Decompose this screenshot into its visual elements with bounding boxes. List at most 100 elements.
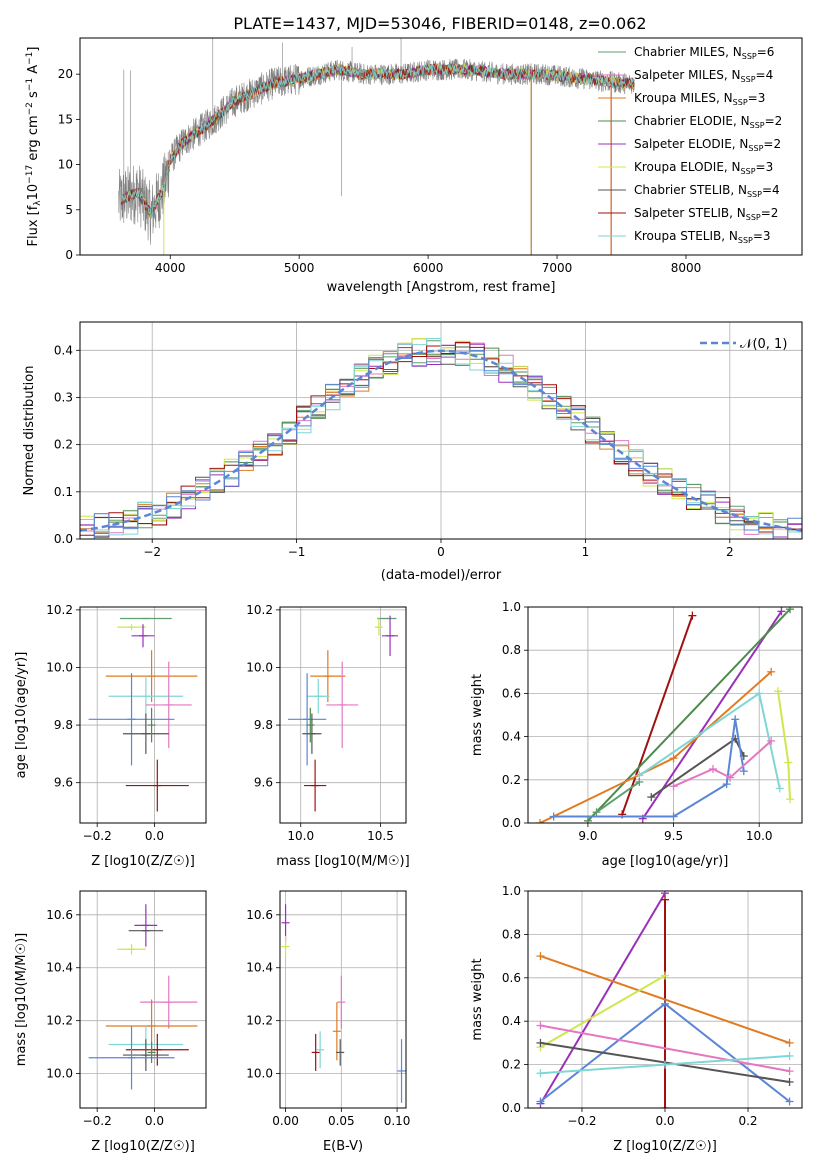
y-tick-label: 0.4 [502,1014,521,1028]
x-axis-label: wavelength [Angstrom, rest frame] [327,280,556,295]
x-axis-label: mass [log10(M/M☉)] [276,854,409,869]
mass_vs_EBV-plot-area [281,904,406,1103]
y-tick-label: 10.0 [246,660,273,674]
y-tick-label: 0.0 [502,816,521,830]
errorbar-point [117,624,146,631]
errorbar-point [145,661,192,749]
errorbar-point [88,1025,175,1090]
x-tick-label: 0.00 [272,1114,299,1128]
y-tick-label: 9.8 [54,718,73,732]
legend-label: Kroupa ELODIE, NSSP=3 [634,160,773,176]
series-line [587,608,791,822]
normal-curve [80,349,802,532]
figure-title: PLATE=1437, MJD=53046, FIBERID=0148, z=0… [233,14,646,33]
y-axis-label: Flux [fλ10−17 erg cm−2 s−1 A−1] [25,47,43,247]
errorbar-point [122,1039,169,1071]
series-line [641,610,783,820]
x-tick-label: 0.05 [328,1114,355,1128]
legend-label: Chabrier STELIB, NSSP=4 [634,183,780,199]
errorbar-point [306,707,315,743]
y-tick-label: 10 [58,158,73,172]
x-tick-label: 10.0 [287,829,314,843]
x-tick-label: −0.2 [567,1114,596,1128]
axes-frame [279,890,407,1109]
series-line [540,974,666,1049]
y-tick-label: 10.6 [46,908,73,922]
y-tick-label: 0.4 [54,343,73,357]
errorbar-point [382,615,399,656]
errorbar-point [117,943,146,955]
axes-frame [279,606,407,824]
y-tick-label: 10.4 [246,961,273,975]
x-tick-label: 8000 [671,261,702,275]
y-axis-label: mass weight [470,674,485,756]
x-tick-label: 10.0 [746,829,773,843]
series-line [539,892,666,1105]
axes-frame [79,37,803,256]
y-tick-label: 0.4 [502,730,521,744]
legend-label: Chabrier ELODIE, NSSP=2 [634,114,782,130]
y-tick-label: 10.2 [246,1014,273,1028]
y-tick-label: 0.2 [54,438,73,452]
y-tick-label: 0.6 [502,971,521,985]
mass_vs_Z-plot-area [88,904,198,1090]
x-axis-label: age [log10(age/yr)] [602,854,729,869]
errorbar-point [131,624,155,648]
errorbar-point [307,679,330,714]
mass_vs_EBV-axes: 0.00 0.05 0.10 10.0 10.2 10.4 10.6 E(B-V) [246,890,411,1154]
observed-spectrum [118,58,635,245]
axes-frame [527,890,803,1109]
y-tick-label: 0.1 [54,485,73,499]
x-tick-label: 0.10 [384,1114,411,1128]
age_vs_Z-plot-area [88,617,198,812]
errorbar-point [303,759,327,812]
errorbar-point [397,1039,406,1103]
age_vs_Z-axes: −0.2 0.0 9.6 9.8 10.0 10.2 Z [log10(Z/Z☉)] age … [14,603,207,869]
y-axis-label: mass [log10(M/M☉)] [14,933,29,1066]
y-tick-label: 0 [65,248,73,262]
y-tick-label: 15 [58,112,73,126]
x-tick-label: −0.2 [83,829,112,843]
model-fit-line [120,62,635,218]
x-axis-label: Z [log10(Z/Z☉)] [91,1139,195,1154]
y-tick-label: 10.2 [46,603,73,617]
x-tick-label: 0.0 [655,1114,674,1128]
y-axis-label: Normed distribution [22,366,37,496]
series-line [673,740,772,788]
age_vs_mass-plot-area [287,615,399,812]
axes-frame [79,606,207,824]
y-tick-label: 5 [65,203,73,217]
x-axis-label: (data-model)/error [381,568,502,583]
y-axis-label: age [log10(age/yr)] [14,652,29,779]
weight_vs_age-plot-area [535,607,795,823]
y-tick-label: 0.3 [54,390,73,404]
series-line [595,781,640,814]
errorbar-point [337,975,346,1029]
x-axis-label: E(B-V) [323,1139,363,1154]
x-tick-label: 0.2 [738,1114,757,1128]
x-axis-label: Z [log10(Z/Z☉)] [91,854,195,869]
x-tick-label: 9.5 [664,829,683,843]
spectrum-plot-area [118,38,635,255]
errorbar-point [287,673,327,766]
y-tick-label: 9.8 [254,718,273,732]
errorbar-point [122,713,169,754]
errorbar-point [108,676,184,717]
series-line [777,691,791,800]
y-axis-label: mass weight [470,958,485,1040]
x-tick-label: 1 [582,545,590,559]
histogram-step [80,350,802,539]
legend-label: Chabrier MILES, NSSP=6 [634,45,774,61]
x-tick-label: −0.2 [83,1114,112,1128]
residuals-plot-area [80,338,802,539]
weight_vs_Z-plot-area [536,891,794,1108]
x-tick-label: 4000 [155,261,186,275]
y-tick-label: 9.6 [54,776,73,790]
axes-frame [79,890,207,1109]
series-line [540,955,790,1044]
axes-frame [527,606,803,824]
y-tick-label: 10.6 [246,908,273,922]
y-tick-label: 20 [58,67,73,81]
